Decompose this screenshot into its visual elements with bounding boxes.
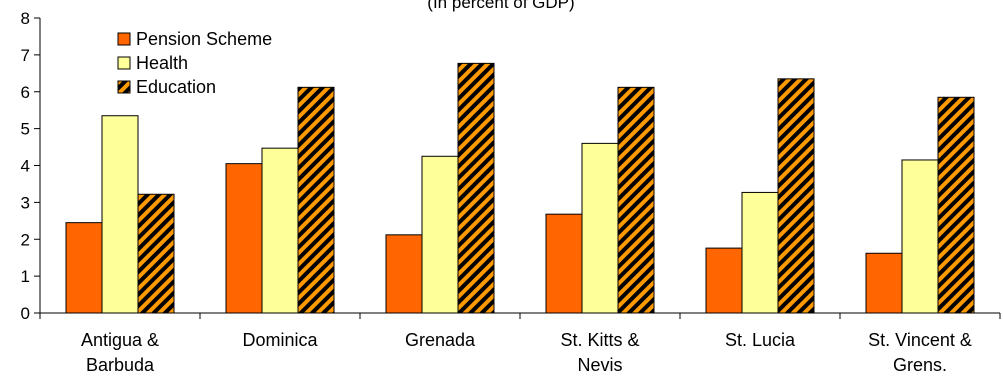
- y-tick-label: 5: [21, 120, 30, 139]
- y-tick-label: 7: [21, 46, 30, 65]
- legend-label-education: Education: [136, 77, 216, 97]
- bar-education: [297, 86, 335, 314]
- legend-swatch-health: [117, 56, 131, 70]
- legend-swatch-pension-scheme: [117, 32, 131, 46]
- bar-pension-scheme: [865, 252, 903, 314]
- x-category-label: St. Vincent & Grens.: [868, 330, 972, 375]
- x-category-label: Antigua & Barbuda: [81, 330, 159, 375]
- x-category-label: Grenada: [405, 330, 476, 350]
- bar-education: [137, 193, 175, 314]
- bar-pension-scheme: [225, 163, 263, 314]
- bar-education: [937, 96, 975, 314]
- y-tick-label: 2: [21, 230, 30, 249]
- bar-pension-scheme: [385, 234, 423, 314]
- bar-education: [777, 78, 815, 314]
- legend-label-pension-scheme: Pension Scheme: [136, 29, 272, 49]
- x-category-label: Dominica: [242, 330, 318, 350]
- legend-label-health: Health: [136, 53, 188, 73]
- bar-education: [457, 62, 495, 314]
- y-tick-label: 8: [21, 9, 30, 28]
- bar-health: [581, 142, 619, 314]
- axes: 0 1 2 3 4 5 6 7 8 Antigua & Barbuda Dominica Grenada…: [21, 9, 1001, 375]
- legend: Pension Scheme Health Education: [117, 29, 272, 97]
- x-category-label: St. Kitts & Nevis: [560, 330, 639, 375]
- x-category-label: St. Lucia: [725, 330, 796, 350]
- bar-pension-scheme: [545, 213, 583, 314]
- bar-health: [901, 159, 939, 314]
- y-tick-label: 1: [21, 267, 30, 286]
- bar-pension-scheme: [705, 247, 743, 314]
- bar-health: [421, 155, 459, 314]
- y-tick-label: 4: [21, 157, 30, 176]
- bar-health: [261, 147, 299, 314]
- bar-education: [617, 86, 655, 314]
- legend-swatch-education: [117, 80, 131, 94]
- bar-health: [741, 191, 779, 314]
- y-tick-label: 6: [21, 83, 30, 102]
- y-tick-label: 3: [21, 193, 30, 212]
- bar-pension-scheme: [65, 222, 103, 314]
- bar-health: [101, 115, 139, 314]
- bars: [65, 62, 975, 314]
- y-tick-label: 0: [21, 304, 30, 323]
- chart-subtitle: (In percent of GDP): [427, 0, 574, 12]
